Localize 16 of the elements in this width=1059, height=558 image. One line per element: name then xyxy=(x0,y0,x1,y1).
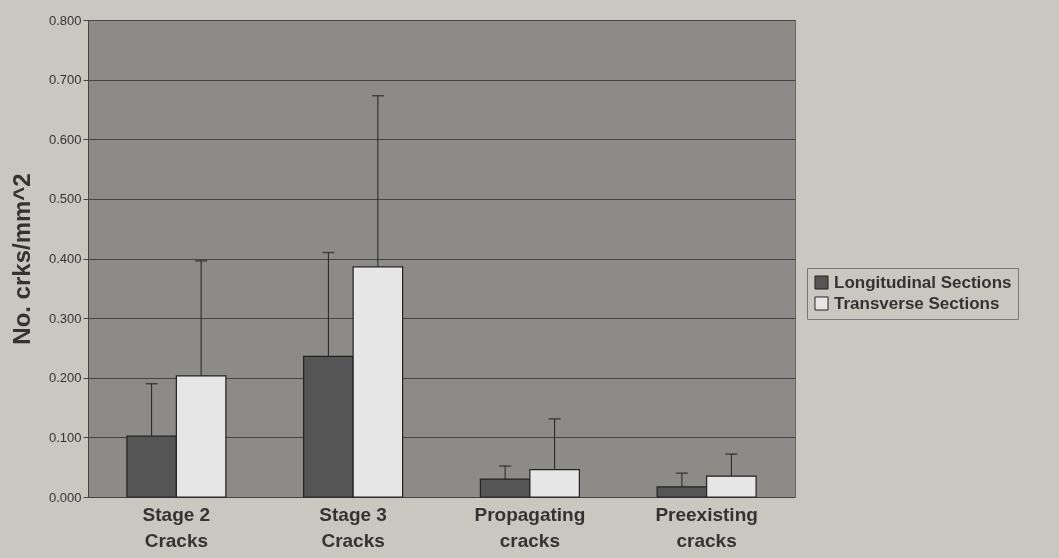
x-tick-label: Stage 3 Cracks xyxy=(319,503,387,551)
y-tick-label: 0.700 xyxy=(48,72,82,88)
y-tick-label: 0.500 xyxy=(48,191,82,207)
y-tick-label: 0.200 xyxy=(48,370,82,386)
x-tick-label: Preexisting cracks xyxy=(655,503,758,551)
y-tick-label: 0.800 xyxy=(48,12,82,28)
legend-label: Transverse Sections xyxy=(834,293,1000,313)
y-tick-label: 0.100 xyxy=(48,429,82,445)
legend-label: Longitudinal Sections xyxy=(834,272,1012,292)
y-tick-label: 0.300 xyxy=(48,310,82,326)
y-axis-title: No. crks/mm^2 xyxy=(7,173,35,345)
y-tick-label: 0.400 xyxy=(48,251,82,266)
x-tick-label: Stage 2 Cracks xyxy=(142,503,211,551)
x-tick-label: Propagating cracks xyxy=(474,503,586,551)
y-tick-label: 0.000 xyxy=(48,489,82,505)
y-tick-label: 0.600 xyxy=(48,131,82,147)
